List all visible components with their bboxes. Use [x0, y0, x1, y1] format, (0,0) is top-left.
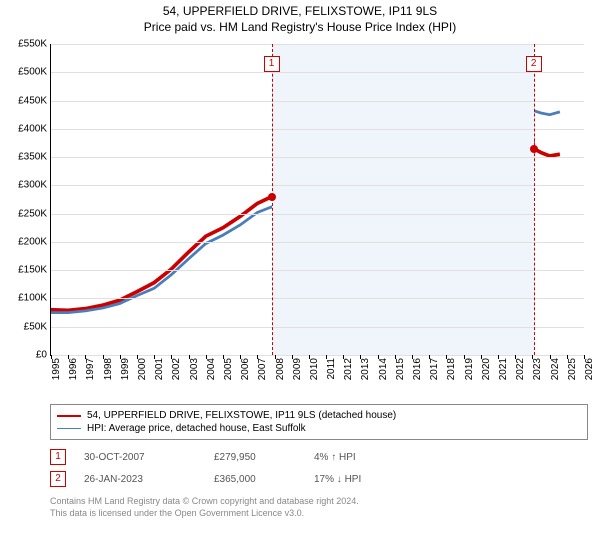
legend-label: HPI: Average price, detached house, East… — [87, 423, 306, 434]
y-axis-label: £50K — [24, 321, 47, 332]
x-axis-label: 1996 — [68, 358, 79, 380]
y-axis-label: £250K — [18, 208, 47, 219]
x-axis-label: 2006 — [240, 358, 251, 380]
x-axis-label: 2022 — [515, 358, 526, 380]
x-axis-label: 2024 — [550, 358, 561, 380]
plot-area: £0£50K£100K£150K£200K£250K£300K£350K£400… — [50, 44, 584, 356]
y-axis-label: £200K — [18, 236, 47, 247]
x-axis-label: 2020 — [481, 358, 492, 380]
x-axis-label: 2014 — [378, 358, 389, 380]
sale-badge: 1 — [264, 56, 280, 72]
sale-row: 2 26-JAN-2023£365,00017% ↓ HPI — [50, 468, 588, 490]
legend-item: HPI: Average price, detached house, East… — [57, 422, 581, 435]
legend-label: 54, UPPERFIELD DRIVE, FELIXSTOWE, IP11 9… — [87, 410, 396, 421]
gridline — [51, 72, 584, 73]
gridline — [51, 185, 584, 186]
sale-badge: 2 — [50, 471, 66, 487]
footer-line: This data is licensed under the Open Gov… — [50, 508, 588, 520]
x-axis-label: 2012 — [343, 358, 354, 380]
gridline — [51, 298, 584, 299]
y-axis-label: £350K — [18, 152, 47, 163]
y-axis-label: £500K — [18, 67, 47, 78]
gridline — [51, 157, 584, 158]
x-axis-label: 1995 — [51, 358, 62, 380]
sale-period-shade — [272, 44, 534, 355]
sale-badge: 1 — [50, 449, 66, 465]
sale-delta: 4% ↑ HPI — [314, 452, 588, 463]
sale-delta: 17% ↓ HPI — [314, 474, 588, 485]
y-axis-label: £550K — [18, 39, 47, 50]
x-axis-label: 2017 — [429, 358, 440, 380]
sale-row: 1 30-OCT-2007£279,9504% ↑ HPI — [50, 446, 588, 468]
gridline — [51, 242, 584, 243]
x-axis-label: 2019 — [464, 358, 475, 380]
x-axis-label: 2021 — [498, 358, 509, 380]
x-axis-label: 1999 — [120, 358, 131, 380]
chart-title: 54, UPPERFIELD DRIVE, FELIXSTOWE, IP11 9… — [0, 4, 600, 18]
legend-item: 54, UPPERFIELD DRIVE, FELIXSTOWE, IP11 9… — [57, 409, 581, 422]
x-axis-label: 2018 — [446, 358, 457, 380]
x-axis-label: 2002 — [171, 358, 182, 380]
sale-price: £365,000 — [214, 474, 314, 485]
gridline — [51, 327, 584, 328]
x-axis-label: 2008 — [275, 358, 286, 380]
sale-price: £279,950 — [214, 452, 314, 463]
sale-date: 26-JAN-2023 — [84, 474, 214, 485]
sale-marker — [268, 193, 276, 201]
x-axis-label: 2026 — [584, 358, 595, 380]
chart: £0 £50K £100K £150K £200K £250K £300K £350K £400… — [8, 40, 592, 400]
x-axis-label: 2003 — [189, 358, 200, 380]
gridline — [51, 270, 584, 271]
x-axis-label: 1998 — [103, 358, 114, 380]
chart-subtitle: Price paid vs. HM Land Registry's House … — [0, 20, 600, 34]
legend-swatch — [57, 415, 81, 417]
y-axis-label: £450K — [18, 95, 47, 106]
x-axis-label: 2013 — [360, 358, 371, 380]
attribution-footer: Contains HM Land Registry data © Crown c… — [50, 496, 588, 519]
x-axis-label: 2009 — [292, 358, 303, 380]
sale-date: 30-OCT-2007 — [84, 452, 214, 463]
x-axis-label: 2000 — [137, 358, 148, 380]
gridline — [51, 129, 584, 130]
gridline — [51, 101, 584, 102]
sales-table: 1 30-OCT-2007£279,9504% ↑ HPI 2 26-JAN-2023… — [50, 446, 588, 490]
x-axis-label: 2023 — [532, 358, 543, 380]
legend: 54, UPPERFIELD DRIVE, FELIXSTOWE, IP11 9… — [50, 404, 588, 440]
y-axis-label: £0 — [36, 350, 47, 361]
y-axis-label: £300K — [18, 180, 47, 191]
x-axis-label: 2001 — [154, 358, 165, 380]
x-axis-label: 2004 — [206, 358, 217, 380]
footer-line: Contains HM Land Registry data © Crown c… — [50, 496, 588, 508]
x-axis-label: 2005 — [223, 358, 234, 380]
x-axis-label: 2011 — [326, 358, 337, 380]
x-axis-label: 2015 — [395, 358, 406, 380]
sale-badge: 2 — [526, 56, 542, 72]
gridline — [51, 355, 584, 356]
y-axis-label: £150K — [18, 265, 47, 276]
x-axis-label: 2007 — [257, 358, 268, 380]
x-axis-label: 2016 — [412, 358, 423, 380]
y-axis-label: £100K — [18, 293, 47, 304]
sale-marker — [530, 145, 538, 153]
chart-title-block: 54, UPPERFIELD DRIVE, FELIXSTOWE, IP11 9… — [0, 0, 600, 40]
sale-vline — [534, 44, 535, 355]
x-axis-label: 2025 — [567, 358, 578, 380]
y-axis-label: £400K — [18, 123, 47, 134]
gridline — [51, 214, 584, 215]
gridline — [51, 44, 584, 45]
legend-swatch — [57, 428, 81, 429]
x-axis-label: 1997 — [85, 358, 96, 380]
x-axis-label: 2010 — [309, 358, 320, 380]
